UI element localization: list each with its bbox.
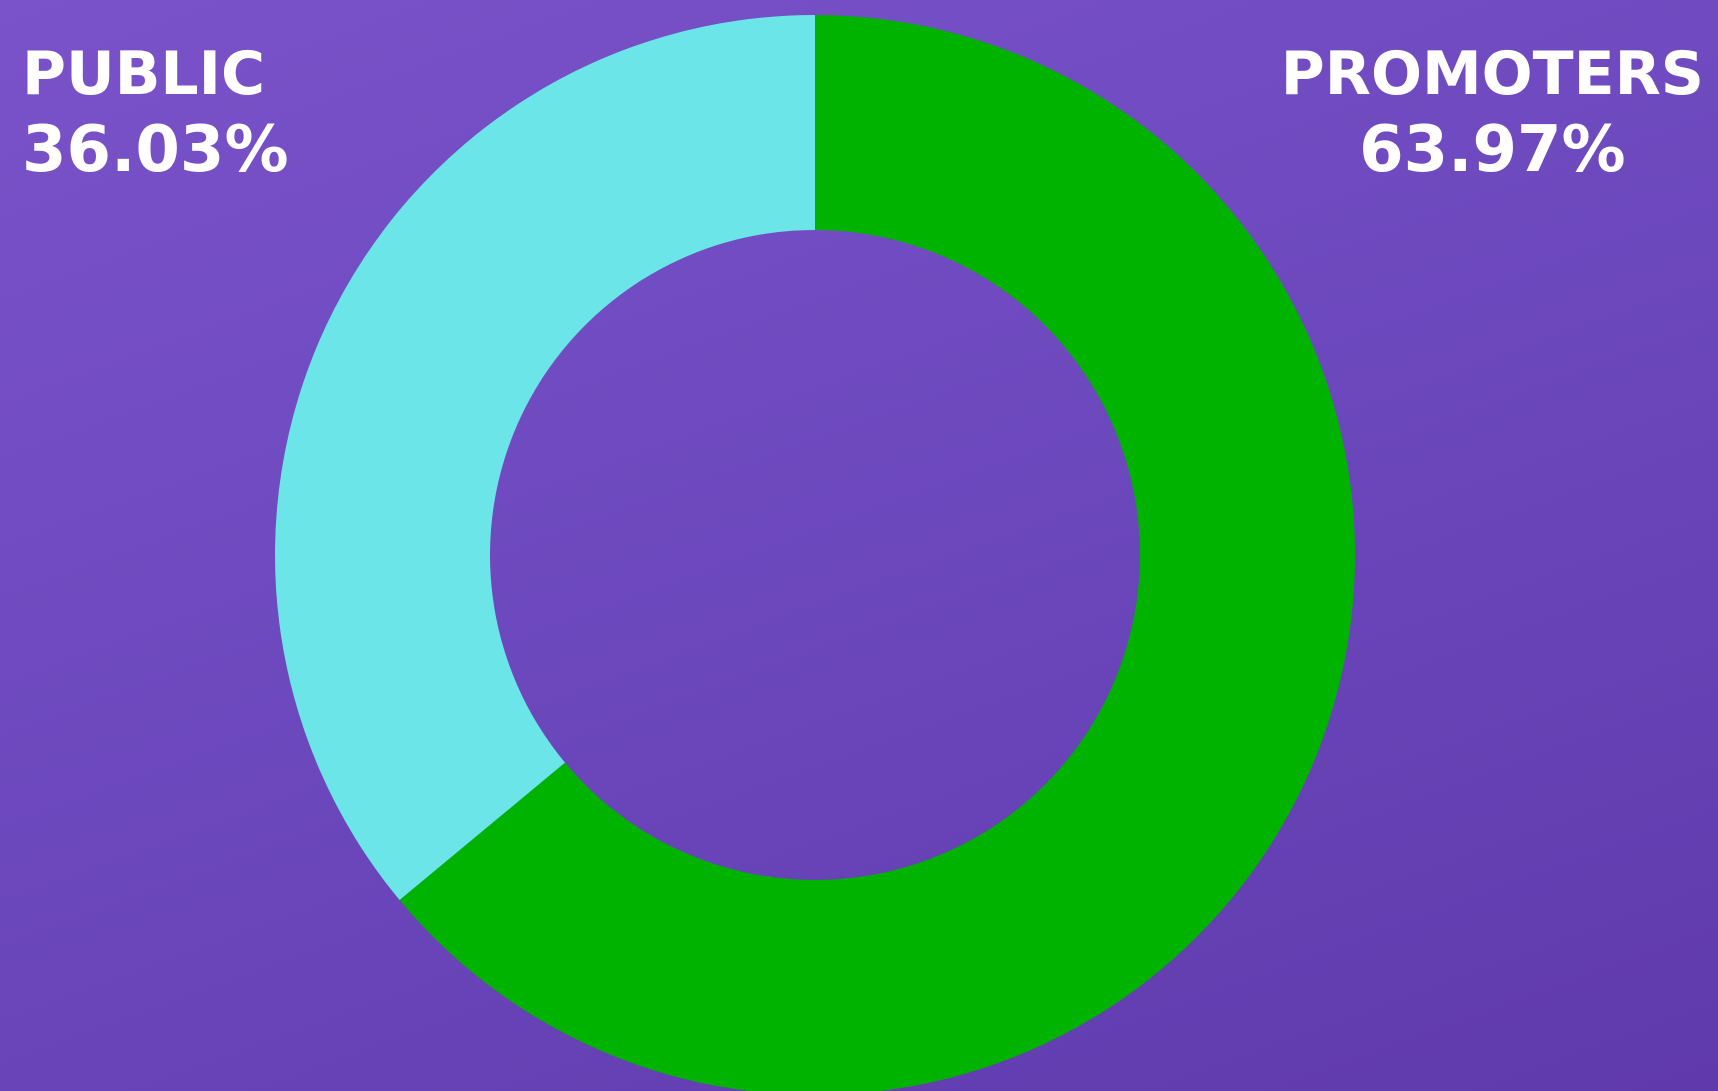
legend-promoters: PROMOTERS 63.97%	[1281, 44, 1704, 182]
donut-slice-public	[275, 15, 815, 900]
legend-public: PUBLIC 36.03%	[22, 44, 289, 182]
legend-public-value: 36.03%	[22, 113, 289, 187]
legend-promoters-label: PROMOTERS	[1280, 39, 1704, 109]
donut-slice-promoters	[399, 15, 1355, 1091]
legend-public-label: PUBLIC	[22, 39, 266, 109]
legend-promoters-value: 63.97%	[1359, 113, 1626, 187]
